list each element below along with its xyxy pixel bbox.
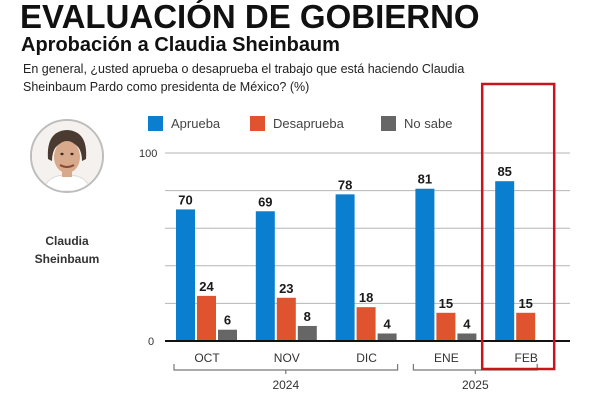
legend-label: Desaprueba xyxy=(273,116,345,131)
legend-swatch-aprueba xyxy=(148,116,163,131)
value-label: 24 xyxy=(199,279,214,294)
value-label: 15 xyxy=(439,296,453,311)
y-tick-label: 100 xyxy=(139,148,157,160)
highlight-box xyxy=(480,82,556,371)
value-label: 6 xyxy=(224,313,231,328)
bar-aprueba-ene xyxy=(415,188,435,341)
bar-no-sabe-oct xyxy=(218,329,237,341)
profile-name-line-2: Sheinbaum xyxy=(34,252,100,266)
bar-desaprueba-ene xyxy=(436,312,456,341)
x-label-oct: OCT xyxy=(194,351,220,365)
y-tick-label: 0 xyxy=(148,336,154,348)
x-label-ene: ENE xyxy=(434,351,459,365)
x-label-dic: DIC xyxy=(356,351,377,365)
bar-desaprueba-feb xyxy=(516,312,536,341)
y-axis-ticks: 0 100 xyxy=(139,148,157,348)
bar-desaprueba-dic xyxy=(356,307,376,341)
profile-name-line-1: Claudia xyxy=(45,234,89,248)
value-label: 70 xyxy=(178,192,192,207)
year-bracket-2024 xyxy=(173,364,399,374)
year-label: 2024 xyxy=(272,378,299,392)
profile-name: Claudia Sheinbaum xyxy=(30,232,104,268)
value-label: 69 xyxy=(258,194,272,209)
survey-question: En general, ¿usted aprueba o desaprueba … xyxy=(23,60,523,96)
profile-photo xyxy=(30,119,104,193)
value-label: 8 xyxy=(304,309,311,324)
person-portrait-icon xyxy=(32,121,102,191)
page-subtitle: Aprobación a Claudia Sheinbaum xyxy=(21,34,340,56)
value-label: 18 xyxy=(359,290,373,305)
legend-label: Aprueba xyxy=(171,116,221,131)
value-label: 15 xyxy=(518,296,532,311)
bar-aprueba-feb xyxy=(495,181,515,341)
bar-aprueba-dic xyxy=(335,194,355,341)
value-label: 78 xyxy=(338,177,352,192)
value-labels: 70 24 6 69 23 8 78 18 4 81 15 4 85 15 xyxy=(178,164,533,331)
bar-desaprueba-oct xyxy=(197,295,216,341)
legend-label: No sabe xyxy=(404,116,452,131)
value-label: 81 xyxy=(418,172,432,187)
legend-swatch-no-sabe xyxy=(381,116,396,131)
year-bracket-2025 xyxy=(412,364,538,374)
x-label-feb: FEB xyxy=(515,351,538,365)
bar-no-sabe-ene xyxy=(457,333,477,341)
chart-legend: Aprueba Desaprueba No sabe xyxy=(148,116,452,131)
page-title: EVALUACIÓN DE GOBIERNO xyxy=(20,0,480,35)
bar-aprueba-oct xyxy=(176,209,195,341)
bar-no-sabe-dic xyxy=(377,333,397,341)
value-label: 85 xyxy=(497,164,511,179)
value-label: 23 xyxy=(279,281,293,296)
question-line-2: Sheinbaum Pardo como presidenta de Méxic… xyxy=(23,80,310,94)
legend-swatch-desaprueba xyxy=(250,116,265,131)
bar-no-sabe-nov xyxy=(297,325,317,341)
bar-aprueba-nov xyxy=(255,211,275,341)
year-label: 2025 xyxy=(462,378,489,392)
x-axis-labels: OCT NOV DIC ENE FEB xyxy=(194,351,538,365)
value-label: 4 xyxy=(383,316,391,331)
question-line-1: En general, ¿usted aprueba o desaprueba … xyxy=(23,62,465,76)
year-groups: 2024 2025 xyxy=(173,364,538,392)
x-label-nov: NOV xyxy=(274,351,300,365)
bar-desaprueba-nov xyxy=(276,297,296,341)
value-label: 4 xyxy=(463,316,471,331)
chart-bars xyxy=(176,181,536,341)
